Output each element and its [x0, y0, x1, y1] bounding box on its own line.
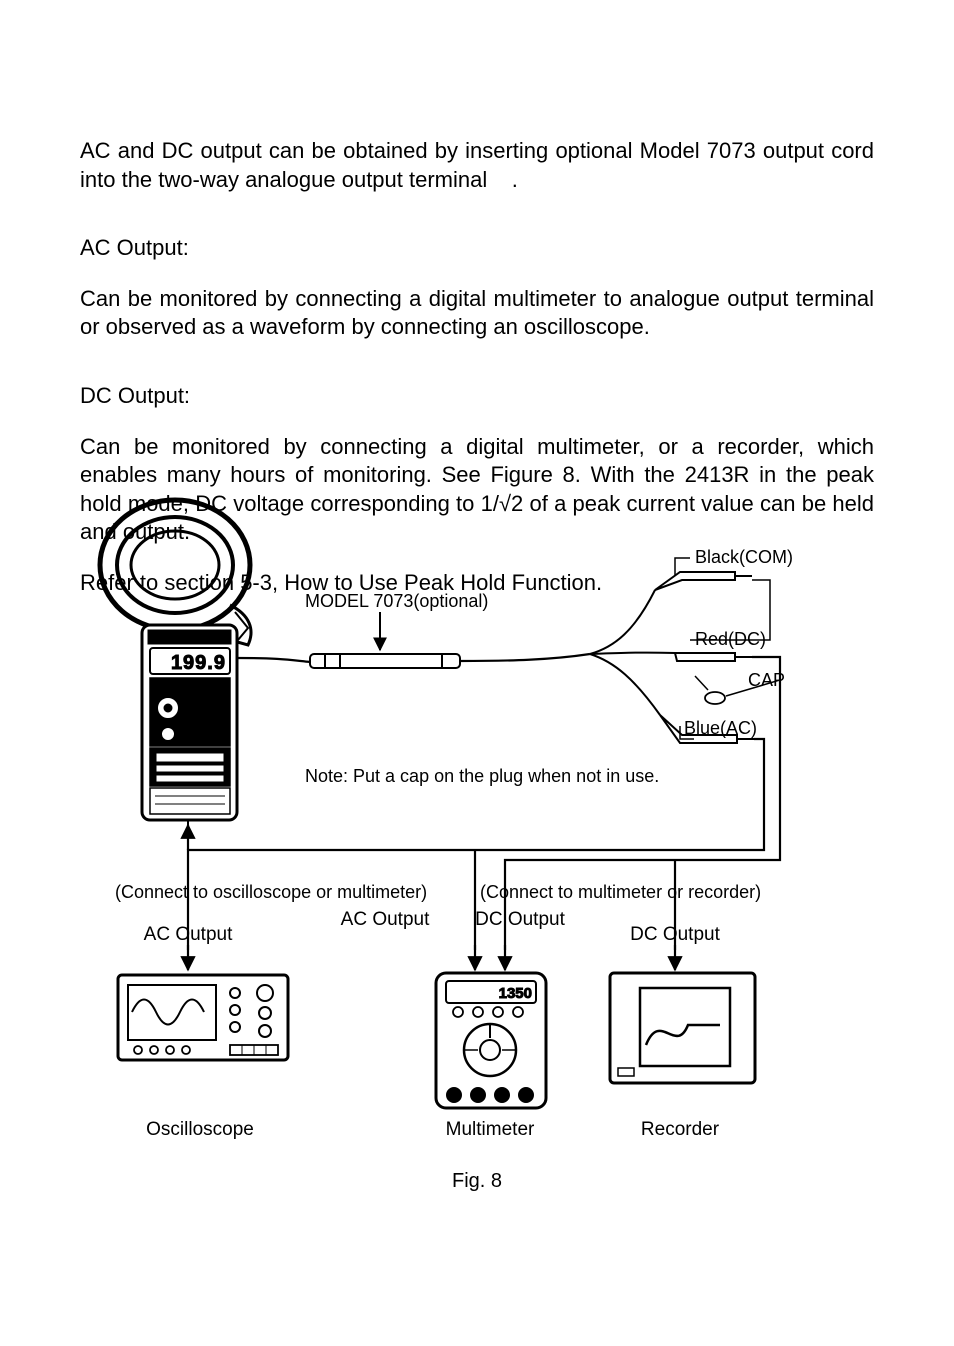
svg-text:200A: 200A — [209, 723, 226, 730]
ac-output-mid: AC Output — [341, 909, 430, 930]
red-label: Red(DC) — [695, 629, 766, 649]
dc-title: DC Output: — [80, 382, 874, 411]
svg-text:1350: 1350 — [499, 985, 532, 1002]
recorder-icon — [610, 973, 755, 1083]
right-note: (Connect to multimeter or recorder) — [480, 882, 761, 902]
model-label: MODEL 7073(optional) — [305, 591, 488, 611]
figure-caption: Fig. 8 — [80, 1170, 874, 1193]
svg-text:1000A: 1000A — [205, 736, 226, 743]
intro-para: AC and DC output can be obtained by inse… — [80, 137, 874, 194]
figure-8: KYORITSU 199.9 200mA 2A 20A 200A 1000A — [80, 490, 874, 1190]
ac-title: AC Output: — [80, 234, 874, 263]
dc-output-mid: DC Output — [475, 909, 565, 930]
ac-body: Can be monitored by connecting a digital… — [80, 285, 874, 342]
dc-output-right: DC Output — [630, 924, 720, 945]
multimeter-icon: 1350 — [436, 973, 546, 1108]
blue-label: Blue(AC) — [684, 718, 757, 738]
ac-output-left: AC Output — [144, 924, 233, 945]
svg-text:2A: 2A — [216, 697, 225, 704]
oscilloscope-icon — [118, 975, 288, 1060]
svg-text:200mA: 200mA — [203, 684, 226, 691]
multimeter-caption: Multimeter — [446, 1119, 535, 1140]
svg-text:199.9: 199.9 — [171, 652, 226, 674]
black-label: Black(COM) — [695, 547, 793, 567]
svg-text:KYORITSU: KYORITSU — [171, 635, 207, 642]
clamp-meter-icon: KYORITSU 199.9 200mA 2A 20A 200A 1000A — [100, 500, 251, 828]
left-note: (Connect to oscilloscope or multimeter) — [115, 882, 427, 902]
figure-note: Note: Put a cap on the plug when not in … — [305, 766, 659, 786]
recorder-caption: Recorder — [641, 1119, 720, 1140]
oscilloscope-caption: Oscilloscope — [146, 1119, 254, 1140]
svg-text:20A: 20A — [213, 710, 226, 717]
